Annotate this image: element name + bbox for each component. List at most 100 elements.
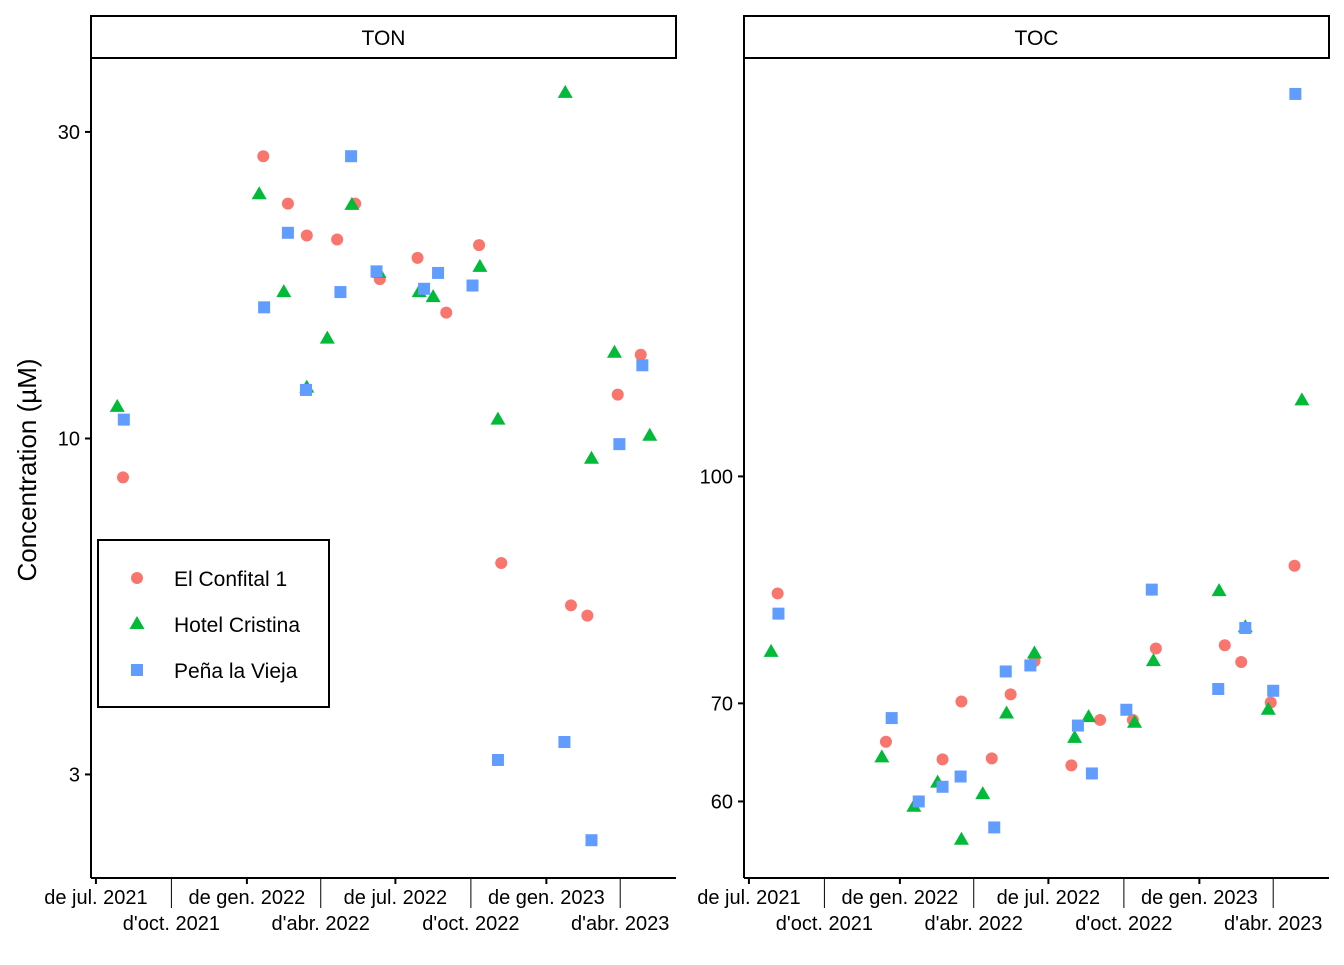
x-tick-label: d'oct. 2022	[422, 913, 519, 935]
panel-ton: TON 3 10 30 de jul. 2021 d'oct. 2021 de gen. 2…	[44, 15, 677, 935]
data-point-pena-la-vieja	[258, 301, 271, 314]
series-pena-la-vieja	[772, 87, 1302, 834]
data-point-hotel-cristina	[953, 831, 969, 845]
y-tick-label: 30	[58, 122, 80, 144]
data-point-el-confital-1	[281, 197, 294, 210]
data-point-hotel-cristina	[1081, 709, 1097, 723]
data-point-hotel-cristina	[874, 749, 890, 763]
data-point-hotel-cristina	[344, 196, 360, 210]
x-tick-label: d'oct. 2021	[776, 913, 873, 935]
data-point-hotel-cristina	[763, 643, 779, 657]
y-tick-label: 3	[69, 764, 80, 786]
data-point-el-confital-1	[936, 753, 949, 766]
legend-label-pena-la-vieja: Peña la Vieja	[174, 660, 298, 683]
y-axis-label: Concentration (µM)	[12, 358, 42, 581]
data-point-el-confital-1	[473, 239, 486, 252]
legend-key-hotel-cristina	[129, 616, 145, 629]
data-point-pena-la-vieja	[613, 438, 626, 451]
data-point-el-confital-1	[771, 587, 784, 600]
facet-strip	[743, 15, 1330, 59]
data-point-hotel-cristina	[472, 258, 488, 272]
data-point-hotel-cristina	[642, 427, 658, 441]
data-point-el-confital-1	[1065, 759, 1078, 772]
data-point-pena-la-vieja	[432, 266, 445, 279]
data-point-el-confital-1	[300, 229, 313, 242]
x-tick-label: de gen. 2023	[488, 887, 605, 909]
data-point-pena-la-vieja	[885, 712, 898, 725]
data-point-pena-la-vieja	[418, 282, 431, 295]
data-point-hotel-cristina	[557, 84, 573, 98]
data-point-pena-la-vieja	[117, 413, 130, 426]
legend-label-hotel-cristina: Hotel Cristina	[174, 614, 300, 637]
data-point-el-confital-1	[411, 251, 424, 264]
x-tick-label: de gen. 2023	[1141, 887, 1258, 909]
series-el-confital-1	[116, 150, 647, 622]
legend-label-el-confital-1: El Confital 1	[174, 568, 287, 591]
data-point-pena-la-vieja	[466, 279, 479, 292]
legend-key-el-confital-1	[131, 572, 143, 584]
data-point-el-confital-1	[1004, 688, 1017, 701]
data-point-pena-la-vieja	[1212, 682, 1225, 695]
data-point-hotel-cristina	[1127, 714, 1143, 728]
data-point-hotel-cristina	[975, 786, 991, 800]
data-point-pena-la-vieja	[1120, 703, 1133, 716]
panel-toc: TOC 60 70 100 de jul. 2021 d'oct. 2021 de gen.…	[697, 15, 1330, 935]
data-point-pena-la-vieja	[772, 607, 785, 620]
y-tick-label: 100	[700, 466, 733, 488]
facet-title: TOC	[1015, 27, 1059, 50]
data-point-pena-la-vieja	[558, 736, 571, 749]
data-point-pena-la-vieja	[1085, 767, 1098, 780]
data-point-pena-la-vieja	[988, 821, 1001, 834]
data-point-hotel-cristina	[1145, 653, 1161, 667]
x-tick-label: de jul. 2021	[44, 887, 147, 909]
y-tick-label: 60	[711, 791, 733, 813]
data-point-hotel-cristina	[109, 398, 125, 412]
data-point-hotel-cristina	[490, 411, 506, 425]
data-point-el-confital-1	[581, 609, 594, 622]
data-point-el-confital-1	[440, 306, 453, 319]
data-point-pena-la-vieja	[491, 753, 504, 766]
data-point-el-confital-1	[564, 599, 577, 612]
data-point-el-confital-1	[985, 752, 998, 765]
facet-title: TON	[362, 27, 406, 50]
data-point-pena-la-vieja	[1024, 659, 1037, 672]
data-point-pena-la-vieja	[636, 359, 649, 372]
data-point-el-confital-1	[495, 557, 508, 570]
data-point-hotel-cristina	[606, 344, 622, 358]
data-point-el-confital-1	[611, 388, 624, 401]
data-point-pena-la-vieja	[345, 150, 358, 163]
x-tick-label: d'abr. 2023	[571, 913, 669, 935]
data-point-hotel-cristina	[1067, 729, 1083, 743]
data-point-hotel-cristina	[1294, 392, 1310, 406]
x-tick-label: d'abr. 2022	[925, 913, 1023, 935]
data-point-el-confital-1	[1288, 559, 1301, 572]
data-point-el-confital-1	[955, 695, 968, 708]
data-point-pena-la-vieja	[1071, 719, 1084, 732]
data-point-hotel-cristina	[251, 186, 267, 200]
x-tick-label: de jul. 2022	[344, 887, 447, 909]
data-point-el-confital-1	[1094, 713, 1107, 726]
data-point-el-confital-1	[634, 348, 647, 361]
data-point-pena-la-vieja	[1289, 87, 1302, 100]
data-point-hotel-cristina	[319, 330, 335, 344]
data-point-pena-la-vieja	[1239, 622, 1252, 635]
data-point-pena-la-vieja	[585, 834, 598, 847]
data-point-hotel-cristina	[425, 289, 441, 303]
data-point-hotel-cristina	[1260, 701, 1276, 715]
data-point-el-confital-1	[1149, 642, 1162, 655]
data-point-hotel-cristina	[1211, 583, 1227, 597]
data-point-el-confital-1	[1235, 656, 1248, 669]
data-point-hotel-cristina	[1026, 645, 1042, 659]
data-point-pena-la-vieja	[299, 383, 312, 396]
data-point-el-confital-1	[1218, 639, 1231, 652]
y-tick-label: 70	[711, 693, 733, 715]
y-tick-label: 10	[58, 428, 80, 450]
series-hotel-cristina	[763, 392, 1310, 845]
x-tick-label: de jul. 2022	[997, 887, 1100, 909]
x-tick-label: de jul. 2021	[697, 887, 800, 909]
x-tick-label: d'abr. 2023	[1224, 913, 1322, 935]
data-point-pena-la-vieja	[1145, 583, 1158, 596]
legend-key-pena-la-vieja	[131, 664, 143, 676]
data-point-pena-la-vieja	[936, 780, 949, 793]
